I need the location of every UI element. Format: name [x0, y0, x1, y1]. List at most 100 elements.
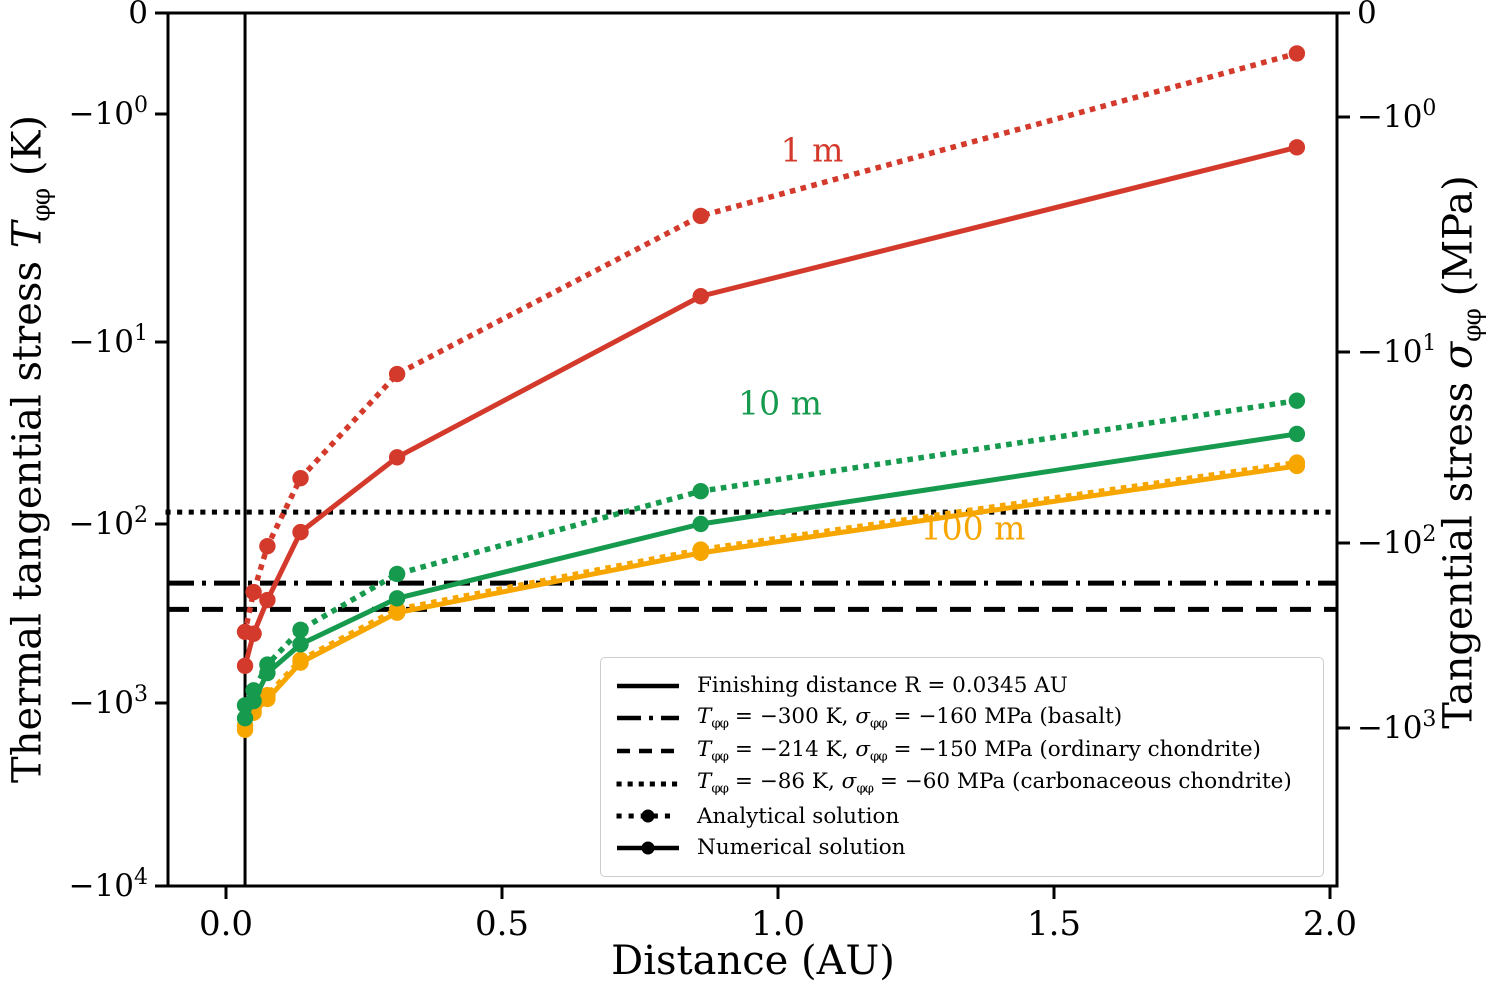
- series-marker-10-m-numerical: [292, 636, 309, 653]
- series-marker-10-m-analytical: [292, 621, 309, 639]
- legend-sample-solid-line-icon: [617, 683, 679, 689]
- y-right-tick-label: −101: [1357, 331, 1436, 370]
- label-text: = −60 MPa (carbonaceous chondrite): [873, 769, 1292, 795]
- series-marker-100-m-analytical: [292, 651, 309, 669]
- y-left-tick-label: −103: [69, 682, 148, 721]
- legend-sample-dashed-line-icon: [617, 748, 679, 754]
- series-marker-10-m-analytical: [245, 682, 262, 699]
- series-marker-1-m-analytical: [388, 365, 406, 383]
- y-axis-title-left: Thermal tangential stress Tφφ (K): [5, 115, 56, 783]
- curve-label-10m: 10 m: [738, 383, 822, 423]
- label-text: = −160 MPa (basalt): [886, 703, 1123, 729]
- label-text: σ: [855, 703, 871, 729]
- series-marker-1-m-numerical: [292, 523, 309, 541]
- series-marker-1-m-analytical: [245, 583, 262, 601]
- series-marker-1-m-numerical: [1288, 139, 1306, 156]
- x-tick-label: 1.5: [1027, 904, 1081, 944]
- legend-item-label: Tφφ = −214 K, σφφ = −150 MPa (ordinary c…: [697, 736, 1261, 765]
- legend: Finishing distance R = 0.0345 AU Tφφ = −…: [600, 657, 1324, 877]
- label-text: T: [697, 736, 712, 762]
- subscript-text: φφ: [856, 782, 874, 798]
- x-axis-title: Distance (AU): [611, 938, 895, 984]
- series-marker-1-m-numerical: [259, 591, 276, 609]
- subscript-text: φφ: [711, 716, 729, 732]
- legend-sample-dashdot-line-icon: [617, 715, 679, 721]
- x-tick-label: 1.0: [751, 904, 805, 944]
- series-marker-1-m-numerical: [236, 657, 254, 675]
- label-text: = −300 K,: [728, 703, 856, 729]
- series-marker-10-m-numerical: [1288, 425, 1306, 443]
- series-marker-10-m-analytical: [1288, 392, 1306, 409]
- y-left-tick-label: −101: [69, 321, 148, 360]
- series-marker-10-m-analytical: [236, 697, 254, 714]
- legend-sample-numerical-marker-icon: [617, 841, 679, 855]
- legend-item: Numerical solution: [615, 836, 1313, 860]
- label-text: (MPa): [1435, 175, 1482, 310]
- series-marker-10-m-numerical: [388, 590, 406, 607]
- y-left-tick-label: 0: [128, 0, 148, 31]
- x-tick-label: 0.0: [199, 904, 253, 944]
- subscript-text: φφ: [1457, 309, 1487, 342]
- label-text: Distance (AU): [611, 938, 895, 984]
- series-marker-10-m-numerical: [236, 709, 254, 727]
- series-marker-1-m-analytical: [259, 537, 276, 555]
- label-text: Numerical solution: [697, 835, 906, 861]
- x-tick-label: 0.5: [475, 904, 529, 944]
- label-text: Analytical solution: [697, 803, 900, 829]
- series-marker-10-m-analytical: [259, 656, 276, 673]
- series-marker-10-m-analytical: [692, 482, 709, 500]
- y-right-tick-label: −100: [1357, 96, 1436, 135]
- legend-item-label: Analytical solution: [697, 803, 900, 829]
- y-axis-title-right: Tangential stress σφφ (MPa): [1436, 175, 1487, 729]
- label-text: = −150 MPa (ordinary chondrite): [886, 736, 1261, 762]
- series-marker-10-m-numerical: [692, 515, 709, 533]
- legend-item: Analytical solution: [615, 804, 1313, 828]
- legend-item-label: Numerical solution: [697, 837, 906, 859]
- subscript-text: φφ: [870, 749, 888, 765]
- subscript-text: φφ: [870, 716, 888, 732]
- label-text: T: [697, 703, 712, 729]
- y-right-tick-label: −103: [1357, 707, 1436, 746]
- subscript-text: φφ: [711, 782, 729, 798]
- legend-item: Finishing distance R = 0.0345 AU: [615, 674, 1313, 698]
- y-left-tick-label: −104: [69, 865, 148, 904]
- series-marker-100-m-analytical: [692, 541, 709, 558]
- curve-label-1m: 1 m: [780, 130, 844, 170]
- label-text: T: [697, 769, 712, 795]
- legend-sample-dotted-line-icon: [616, 781, 681, 787]
- y-left-tick-label: −102: [69, 503, 148, 542]
- y-right-tick-label: 0: [1357, 0, 1377, 31]
- label-text: Thermal tangential stress: [4, 248, 51, 783]
- y-right-tick-label: −102: [1357, 522, 1436, 561]
- legend-item-label: Tφφ = −300 K, σφφ = −160 MPa (basalt): [697, 703, 1123, 732]
- y-left-tick-label: −100: [69, 93, 148, 132]
- label-text: σ: [841, 769, 857, 795]
- series-marker-1-m-numerical: [692, 288, 709, 305]
- label-text: T: [4, 221, 51, 249]
- legend-item: Tφφ = −214 K, σφφ = −150 MPa (ordinary c…: [615, 736, 1313, 765]
- label-text: Tangential stress: [1435, 369, 1482, 729]
- series-marker-1-m-analytical: [292, 469, 309, 487]
- series-marker-1-m-numerical: [388, 449, 406, 466]
- series-marker-100-m-analytical: [259, 687, 276, 704]
- series-marker-100-m-analytical: [1288, 454, 1306, 471]
- series-marker-1-m-analytical: [692, 207, 709, 225]
- series-marker-1-m-analytical: [236, 623, 254, 640]
- label-text: = −86 K,: [728, 769, 842, 795]
- legend-item-label: Finishing distance R = 0.0345 AU: [697, 675, 1068, 697]
- label-text: (K): [4, 115, 51, 189]
- legend-item: Tφφ = −86 K, σφφ = −60 MPa (carbonaceous…: [615, 771, 1313, 796]
- subscript-text: φφ: [711, 749, 729, 765]
- curve-label-100m: 100 m: [920, 508, 1026, 548]
- series-marker-10-m-analytical: [388, 565, 406, 583]
- label-text: = −214 K,: [728, 736, 856, 762]
- series-marker-1-m-analytical: [1288, 45, 1306, 62]
- axes-frame: [166, 11, 1339, 888]
- label-text: σ: [1435, 341, 1482, 370]
- legend-item: Tφφ = −300 K, σφφ = −160 MPa (basalt): [615, 703, 1313, 732]
- subscript-text: φφ: [26, 188, 56, 222]
- legend-sample-analytical-marker-icon: [616, 809, 681, 823]
- label-text: Finishing distance R = 0.0345 AU: [697, 673, 1068, 699]
